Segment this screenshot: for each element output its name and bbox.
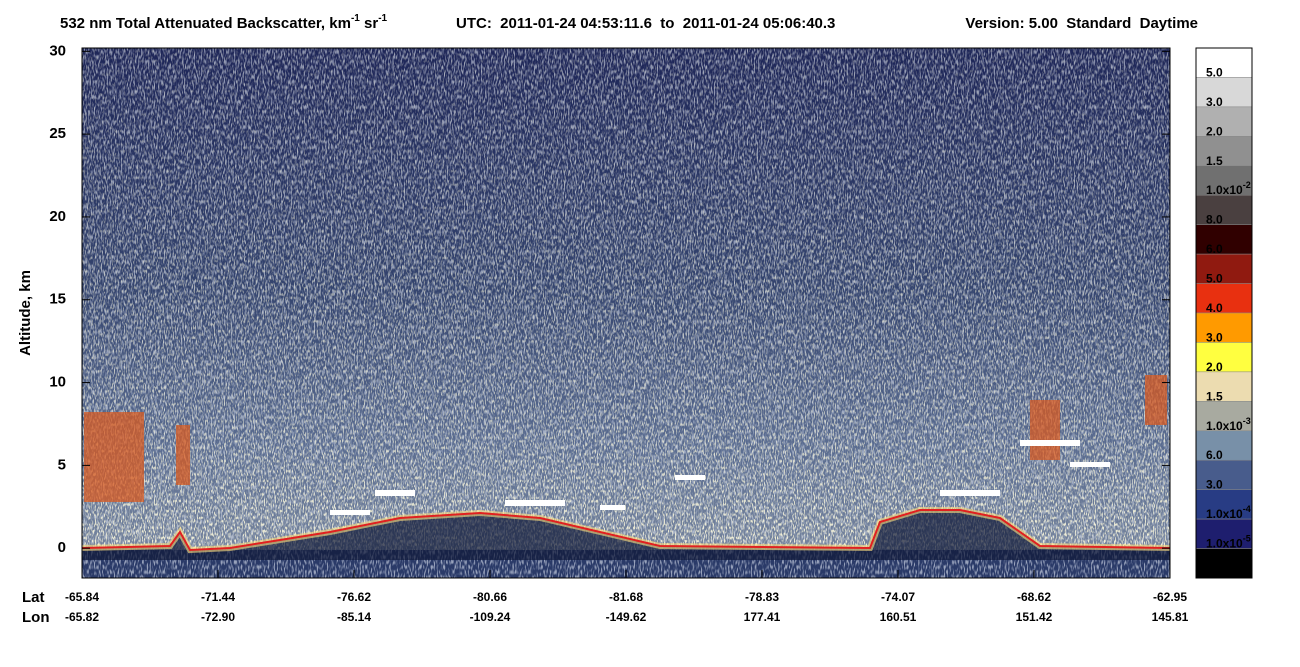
colorbar-label: 3.0 [1206,95,1223,109]
colorbar-frame [1195,47,1253,579]
colorbar-swatch [1195,165,1253,196]
colorbar-swatch [1195,371,1253,402]
colorbar-swatch [1195,47,1253,78]
x-tick-label: 160.51 [880,610,917,624]
colorbar-label: 5.0 [1206,66,1223,80]
utc-range: UTC: 2011-01-24 04:53:11.6 to 2011-01-24… [456,15,835,32]
x-tick-label: -109.24 [470,610,511,624]
colorbar-label-base: 6.0 [1206,448,1223,462]
x-row-name: Lon [22,609,50,626]
colorbar-swatch [1195,548,1253,579]
colorbar-swatch [1195,253,1253,284]
colorbar-label: 5.0 [1206,272,1223,286]
colorbar-label: 1.0x10-2 [1206,181,1251,198]
colorbar-label-exp: -5 [1243,534,1251,544]
colorbar-label: 3.0 [1206,478,1223,492]
colorbar-swatch [1195,106,1253,137]
x-tick-label: -85.14 [337,610,371,624]
title-sup: -1 [351,13,360,24]
x-tick-label: 177.41 [744,610,781,624]
colorbar-swatch [1195,518,1253,549]
colorbar-label: 1.5 [1206,390,1223,404]
colorbar-swatch [1195,136,1253,167]
colorbar-swatch [1195,283,1253,314]
colorbar-label: 1.0x10-3 [1206,416,1251,433]
y-tick-label: 10 [49,374,66,391]
y-tick-label: 30 [49,42,66,59]
colorbar-label: 1.5 [1206,154,1223,168]
title-text: 532 nm Total Attenuated Backscatter, km [60,15,351,32]
colorbar-swatch [1195,194,1253,225]
x-tick-label: -78.83 [745,590,779,604]
x-tick-label: -65.84 [65,590,99,604]
y-axis-label: Altitude, km [17,270,34,356]
colorbar-swatch [1195,459,1253,490]
colorbar-label-exp: -3 [1243,416,1251,426]
x-tick-label: -62.95 [1153,590,1187,604]
colorbar-label-base: 8.0 [1206,213,1223,227]
x-tick-label: 151.42 [1016,610,1053,624]
colorbar-label-exp: -2 [1243,181,1251,191]
colorbar-label: 6.0 [1206,242,1223,256]
colorbar-swatch [1195,342,1253,373]
colorbar-label: 1.0x10-5 [1206,534,1251,551]
colorbar-label-base: 5.0 [1206,66,1223,80]
colorbar-swatch [1195,224,1253,255]
colorbar-label: 3.0 [1206,331,1223,345]
x-tick-label: -74.07 [881,590,915,604]
x-tick-label: -72.90 [201,610,235,624]
colorbar-label-base: 2.0 [1206,360,1223,374]
y-tick-label: 20 [49,208,66,225]
colorbar-label: 8.0 [1206,213,1223,227]
colorbar-label-base: 2.0 [1206,125,1223,139]
y-tick-label: 15 [49,291,66,308]
colorbar-label-base: 6.0 [1206,242,1223,256]
x-tick-label: -81.68 [609,590,643,604]
colorbar-label-base: 4.0 [1206,301,1223,315]
colorbar-label-base: 3.0 [1206,95,1223,109]
x-tick-label: 145.81 [1152,610,1189,624]
colorbar-label-base: 1.0x10 [1206,419,1243,433]
y-tick-label: 25 [49,125,66,142]
colorbar-label: 4.0 [1206,301,1223,315]
colorbar-label-base: 3.0 [1206,331,1223,345]
colorbar-label-base: 1.0x10 [1206,507,1243,521]
colorbar-swatch [1195,430,1253,461]
title-text: sr [360,15,379,32]
y-tick-label: 5 [58,456,66,473]
y-tick-label: 0 [58,539,66,556]
colorbar-label-base: 5.0 [1206,272,1223,286]
colorbar-label-exp: -4 [1243,504,1251,514]
x-tick-label: -149.62 [606,610,647,624]
colorbar-label-base: 1.0x10 [1206,183,1243,197]
colorbar-label: 1.0x10-4 [1206,504,1251,521]
x-tick-label: -76.62 [337,590,371,604]
title-sup: -1 [378,13,387,24]
colorbar-label: 6.0 [1206,448,1223,462]
backscatter-image [82,48,1170,578]
x-tick-label: -65.82 [65,610,99,624]
colorbar-label: 2.0 [1206,125,1223,139]
x-row-name: Lat [22,589,45,606]
colorbar-label: 2.0 [1206,360,1223,374]
colorbar-label-base: 1.0x10 [1206,537,1243,551]
x-tick-label: -68.62 [1017,590,1051,604]
x-tick-label: -71.44 [201,590,235,604]
colorbar-label-base: 1.5 [1206,154,1223,168]
version: Version: 5.00 Standard Daytime [965,15,1198,32]
colorbar-label-base: 1.5 [1206,390,1223,404]
chart-title: 532 nm Total Attenuated Backscatter, km-… [60,13,388,32]
colorbar-swatch [1195,312,1253,343]
colorbar-label-base: 3.0 [1206,478,1223,492]
colorbar-swatch [1195,77,1253,108]
x-tick-label: -80.66 [473,590,507,604]
